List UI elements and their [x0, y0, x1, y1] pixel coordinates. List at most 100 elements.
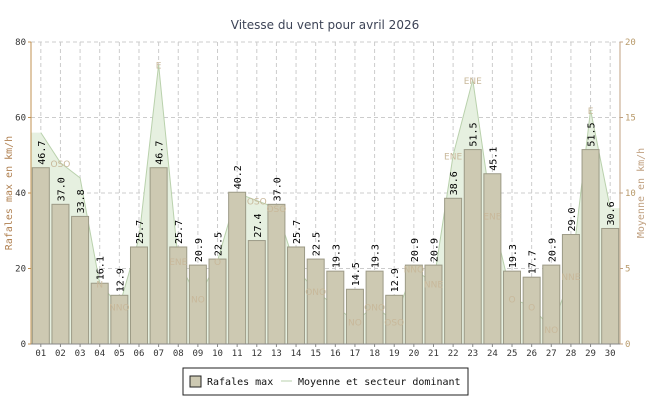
- x-tick-label: 01: [35, 349, 46, 359]
- bar: [71, 215, 90, 345]
- bar: [345, 288, 364, 345]
- legend-box: [182, 367, 469, 396]
- x-tick-label: 21: [428, 349, 439, 359]
- x-tick-label: 10: [212, 349, 223, 359]
- sector-label: OSO: [51, 160, 71, 170]
- bar-value-label: 16.1: [96, 256, 107, 280]
- bar: [228, 191, 247, 345]
- legend: Rafales max Moyenne et secteur dominant: [182, 367, 469, 396]
- x-tick-label: 02: [55, 349, 66, 359]
- sector-label: NNE: [561, 273, 580, 283]
- bar: [463, 149, 482, 345]
- x-tick-label: 20: [408, 349, 419, 359]
- bars-layer: [31, 149, 620, 345]
- bar: [483, 173, 502, 345]
- bar-value-label: 12.9: [115, 268, 126, 292]
- sector-label: ENE: [483, 213, 501, 223]
- left-y-ticks: 0 20 40 60 80: [15, 38, 31, 350]
- bar-value-label: 38.6: [449, 171, 460, 195]
- sector-label: O: [528, 303, 535, 313]
- x-ticks: 01 02 03 04 05 06 07 08 09 10 11 12 13 14 15 16 17 18 19 20…: [35, 344, 616, 359]
- bar-value-label: 46.7: [155, 141, 166, 165]
- bar-value-label: 20.9: [410, 238, 421, 262]
- bar: [267, 203, 286, 345]
- sector-label: OSO: [247, 198, 267, 208]
- bar-value-label: 22.5: [214, 232, 225, 256]
- bar: [149, 167, 168, 345]
- y-tick-label-left: 60: [15, 114, 26, 124]
- x-tick-label: 27: [546, 349, 557, 359]
- sector-label: ENE: [444, 152, 462, 162]
- bar: [90, 282, 109, 345]
- sector-label: ONO: [305, 288, 326, 298]
- sector-label: O: [508, 296, 515, 306]
- bar-value-label: 51.5: [587, 122, 598, 146]
- y-tick-label-right: 5: [625, 265, 630, 275]
- bar-value-label: 20.9: [547, 238, 558, 262]
- x-tick-label: 18: [369, 349, 380, 359]
- x-tick-label: 24: [487, 349, 498, 359]
- sector-label: OSO: [266, 205, 286, 215]
- y-axis-label-left: Rafales max en km/h: [4, 136, 15, 250]
- bar: [503, 270, 522, 345]
- bar-value-label: 19.3: [331, 244, 342, 268]
- bar: [287, 246, 306, 345]
- bar: [51, 203, 70, 345]
- x-tick-label: 17: [350, 349, 361, 359]
- legend-swatch-bars: [189, 375, 202, 388]
- sector-label: ENE: [464, 77, 482, 87]
- x-tick-label: 11: [232, 349, 243, 359]
- bar: [601, 227, 620, 345]
- sector-label: OSO: [384, 318, 404, 328]
- y-tick-label-left: 80: [15, 38, 26, 48]
- sector-label: NO: [544, 326, 558, 336]
- bar-value-label: 25.7: [174, 220, 185, 244]
- x-tick-label: 25: [507, 349, 518, 359]
- bar-value-label: 37.0: [272, 177, 283, 201]
- x-tick-label: 23: [467, 349, 478, 359]
- bar: [444, 197, 463, 345]
- y-tick-label-right: 15: [625, 114, 636, 124]
- bar-value-label: 19.3: [508, 244, 519, 268]
- bar-value-label: 37.0: [56, 177, 67, 201]
- x-tick-label: 07: [153, 349, 164, 359]
- y-tick-label-right: 0: [625, 340, 630, 350]
- sector-label: NNE: [424, 281, 443, 291]
- x-tick-label: 16: [330, 349, 341, 359]
- legend-label-area: Moyenne et secteur dominant: [298, 377, 461, 388]
- x-tick-label: 05: [114, 349, 125, 359]
- bar-value-label: 30.6: [606, 201, 617, 225]
- x-tick-label: 03: [75, 349, 86, 359]
- bar-value-label: 29.0: [567, 207, 578, 231]
- bar-value-label: 33.8: [76, 189, 87, 213]
- x-tick-label: 15: [310, 349, 321, 359]
- sector-label: E: [588, 107, 594, 117]
- bar: [404, 264, 423, 345]
- y-tick-label-left: 0: [21, 340, 26, 350]
- x-tick-label: 28: [565, 349, 576, 359]
- bar-value-label: 22.5: [312, 232, 323, 256]
- x-tick-label: 04: [94, 349, 105, 359]
- bar-value-label: 45.1: [488, 147, 499, 171]
- bar-value-label: 20.9: [194, 238, 205, 262]
- bar-value-label: 51.5: [469, 122, 480, 146]
- right-y-ticks: 0 5 10 15 20: [620, 38, 636, 350]
- x-tick-label: 12: [251, 349, 262, 359]
- bar-value-label: 20.9: [429, 238, 440, 262]
- sector-label: NO: [191, 296, 205, 306]
- y-axis-label-right: Moyenne en km/h: [636, 148, 647, 238]
- bar-value-label: 19.3: [371, 244, 382, 268]
- sector-labels-layer: OSONNNOEENENOOOSOOSOONONOONOOSONNONNEENE…: [51, 62, 594, 336]
- x-tick-label: 09: [192, 349, 203, 359]
- x-tick-label: 06: [134, 349, 145, 359]
- bar: [247, 240, 266, 345]
- sector-label: E: [156, 62, 162, 72]
- x-tick-label: 29: [585, 349, 596, 359]
- y-tick-label-left: 20: [15, 265, 26, 275]
- y-tick-label-right: 20: [625, 38, 636, 48]
- chart-title: Vitesse du vent pour avril 2026: [231, 18, 419, 32]
- bar: [31, 167, 50, 345]
- sector-label: O: [214, 258, 221, 268]
- bar-value-label: 46.7: [37, 141, 48, 165]
- sector-label: ONO: [364, 303, 385, 313]
